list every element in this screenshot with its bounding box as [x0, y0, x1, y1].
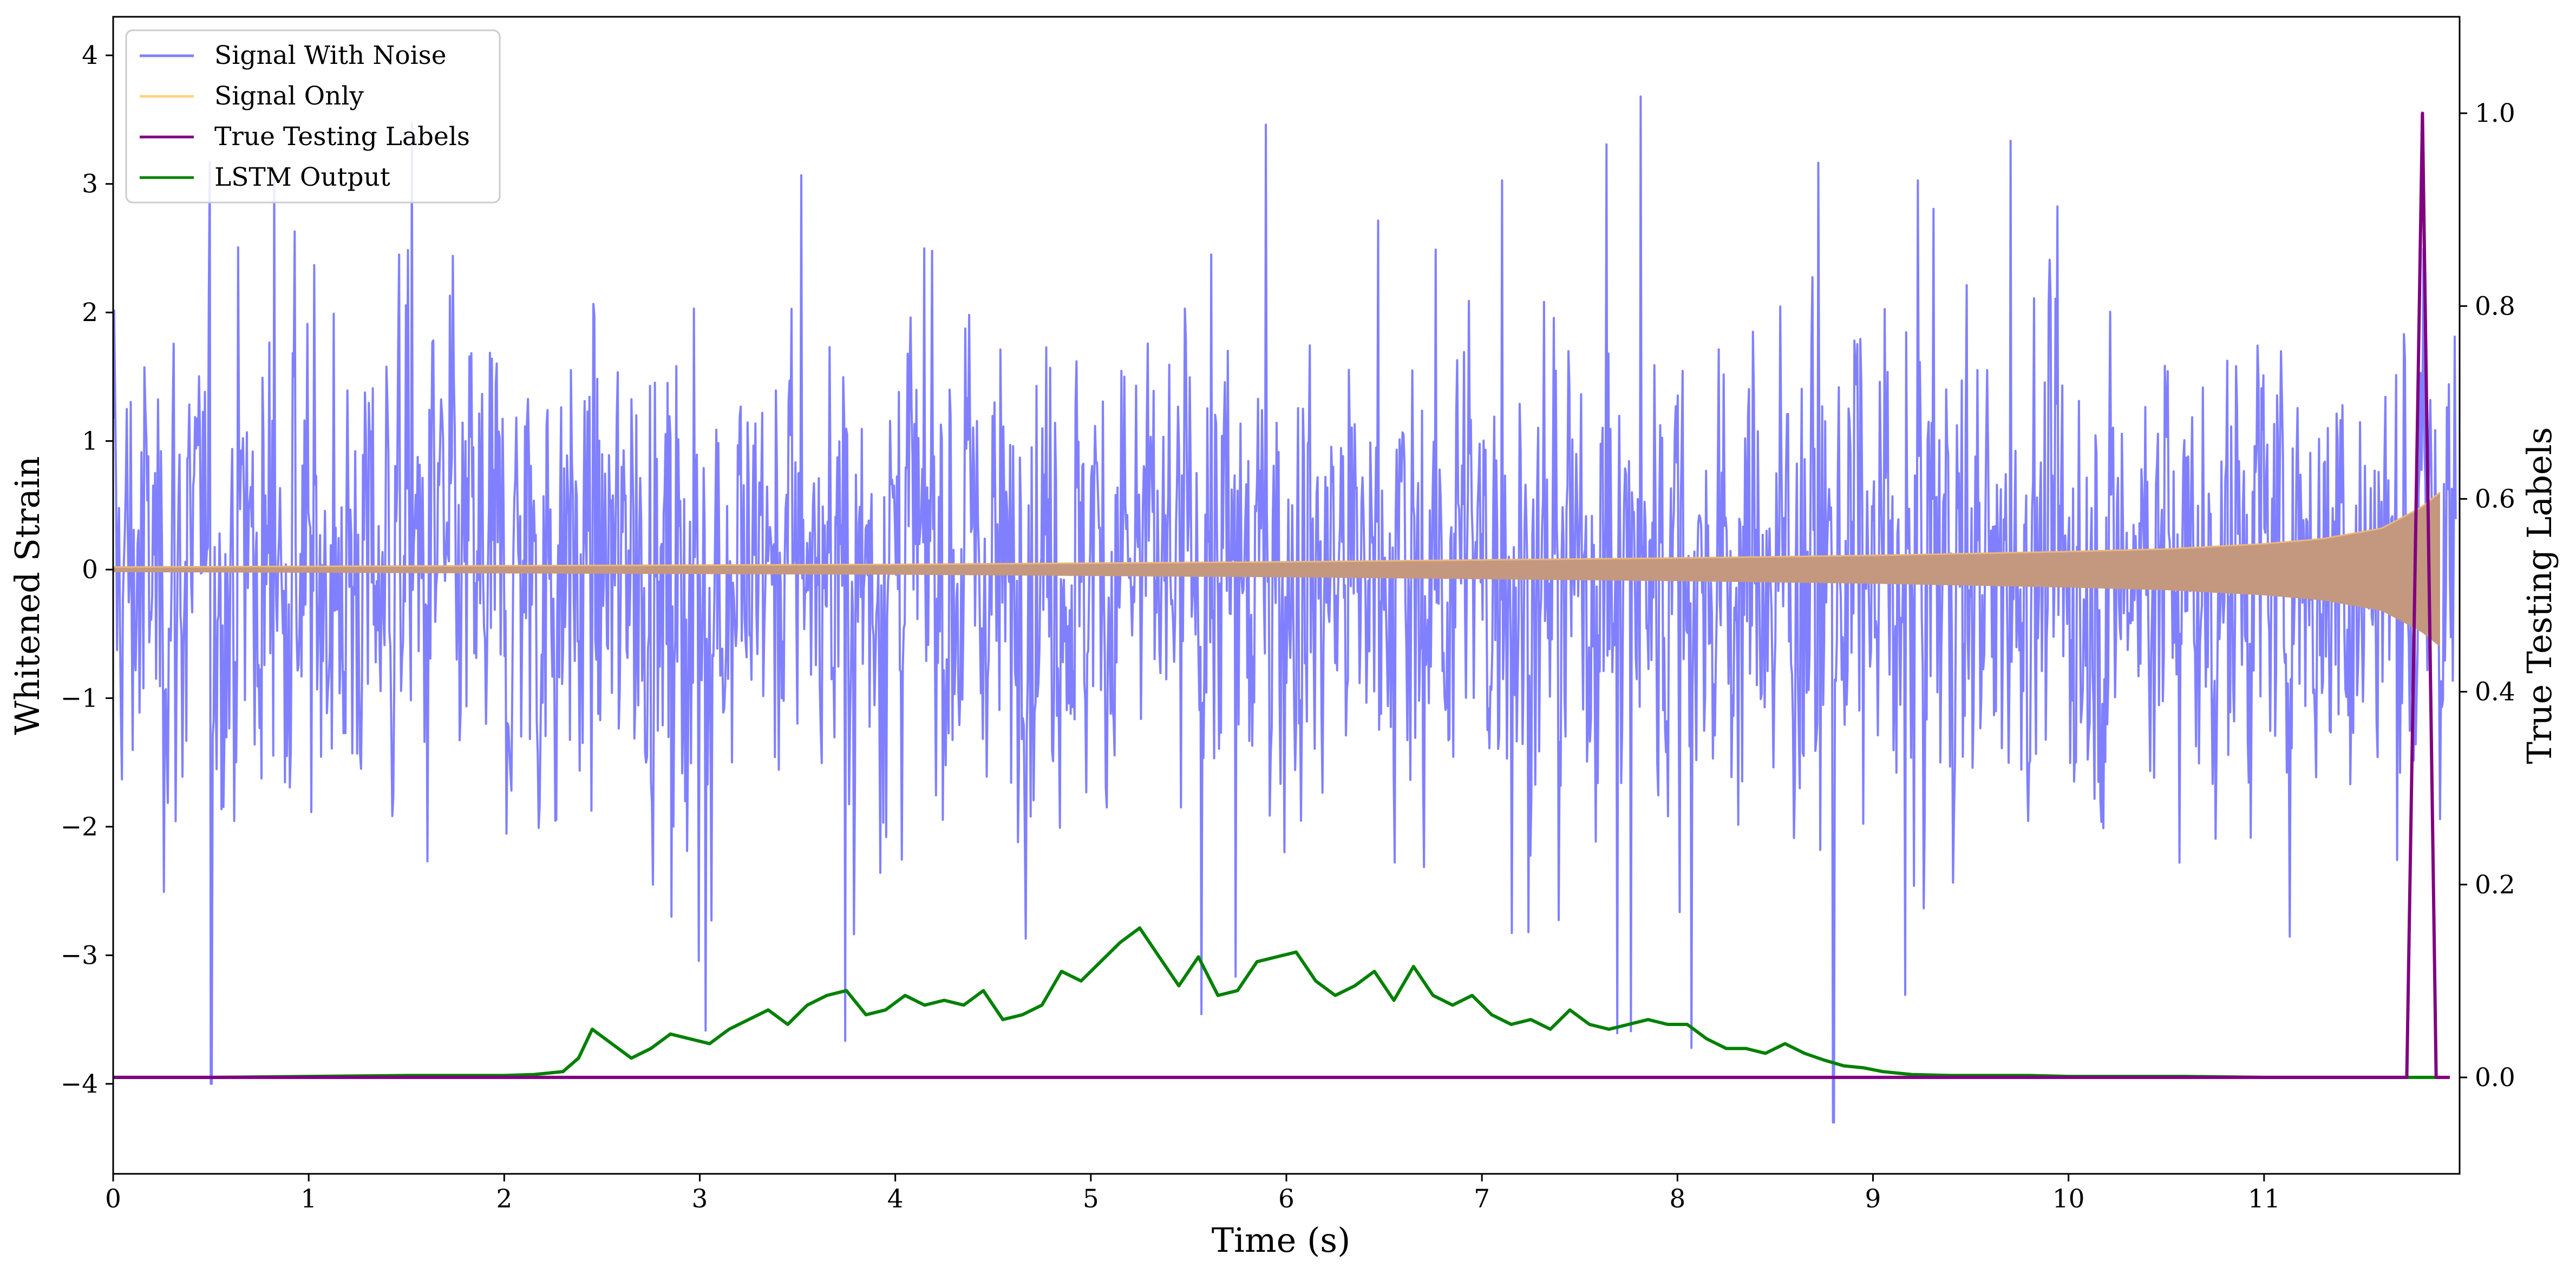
legend-label-signal-only: Signal Only [214, 81, 364, 111]
y-tick-label: −2 [61, 812, 98, 842]
y-tick-label: 2 [82, 298, 98, 328]
plot-area [113, 95, 2457, 1123]
y-tick-label: −3 [61, 940, 98, 970]
y-axis-left: −4 −3 −2 −1 0 1 2 3 4 [61, 41, 113, 1099]
x-tick-label: 5 [1083, 1184, 1099, 1214]
y-tick-label: −1 [61, 683, 98, 713]
x-tick-label: 3 [692, 1184, 708, 1214]
x-tick-label: 8 [1669, 1184, 1685, 1214]
x-tick-label: 10 [2052, 1184, 2085, 1214]
y2-tick-label: 0.0 [2475, 1063, 2515, 1093]
y-tick-label: −4 [61, 1069, 98, 1099]
y-axis-right: 0.0 0.2 0.4 0.6 0.8 1.0 [2460, 99, 2515, 1093]
y-tick-label: 3 [82, 169, 98, 199]
y-axis-label: Whitened Strain [8, 456, 47, 735]
x-tick-label: 9 [1865, 1184, 1881, 1214]
legend-box [125, 29, 501, 204]
legend-label-lstm-output: LSTM Output [214, 162, 390, 192]
x-tick-label: 6 [1278, 1184, 1294, 1214]
x-tick-label: 0 [105, 1184, 121, 1214]
legend-label-signal-with-noise: Signal With Noise [214, 41, 447, 70]
x-axis: 0 1 2 3 4 5 6 7 8 9 10 11 [105, 1174, 2280, 1214]
y2-tick-label: 0.2 [2475, 870, 2515, 900]
x-tick-label: 11 [2248, 1184, 2280, 1214]
legend-label-true-testing-labels: True Testing Labels [214, 122, 470, 152]
y2-tick-label: 0.8 [2475, 291, 2515, 321]
x-tick-label: 7 [1474, 1184, 1490, 1214]
x-tick-label: 4 [887, 1184, 904, 1214]
y-tick-label: 4 [82, 41, 98, 70]
x-tick-label: 2 [496, 1184, 512, 1214]
legend: Signal With Noise Signal Only True Testi… [125, 29, 501, 204]
y2-tick-label: 0.4 [2475, 677, 2515, 707]
series-lstm-output [113, 926, 2440, 1079]
series-true-testing-labels [113, 112, 2450, 1079]
y2-tick-label: 0.6 [2475, 484, 2515, 514]
series-signal-only-band [113, 492, 2440, 647]
y2-tick-label: 1.0 [2475, 99, 2515, 128]
y-tick-label: 0 [82, 555, 98, 585]
y-tick-label: 1 [82, 427, 98, 456]
y2-axis-label: True Testing Labels [2520, 427, 2559, 765]
series-signal-only [113, 492, 2441, 568]
x-axis-label: Time (s) [1212, 1220, 1351, 1260]
series-signal-with-noise [113, 95, 2457, 1123]
x-tick-label: 1 [300, 1184, 317, 1214]
